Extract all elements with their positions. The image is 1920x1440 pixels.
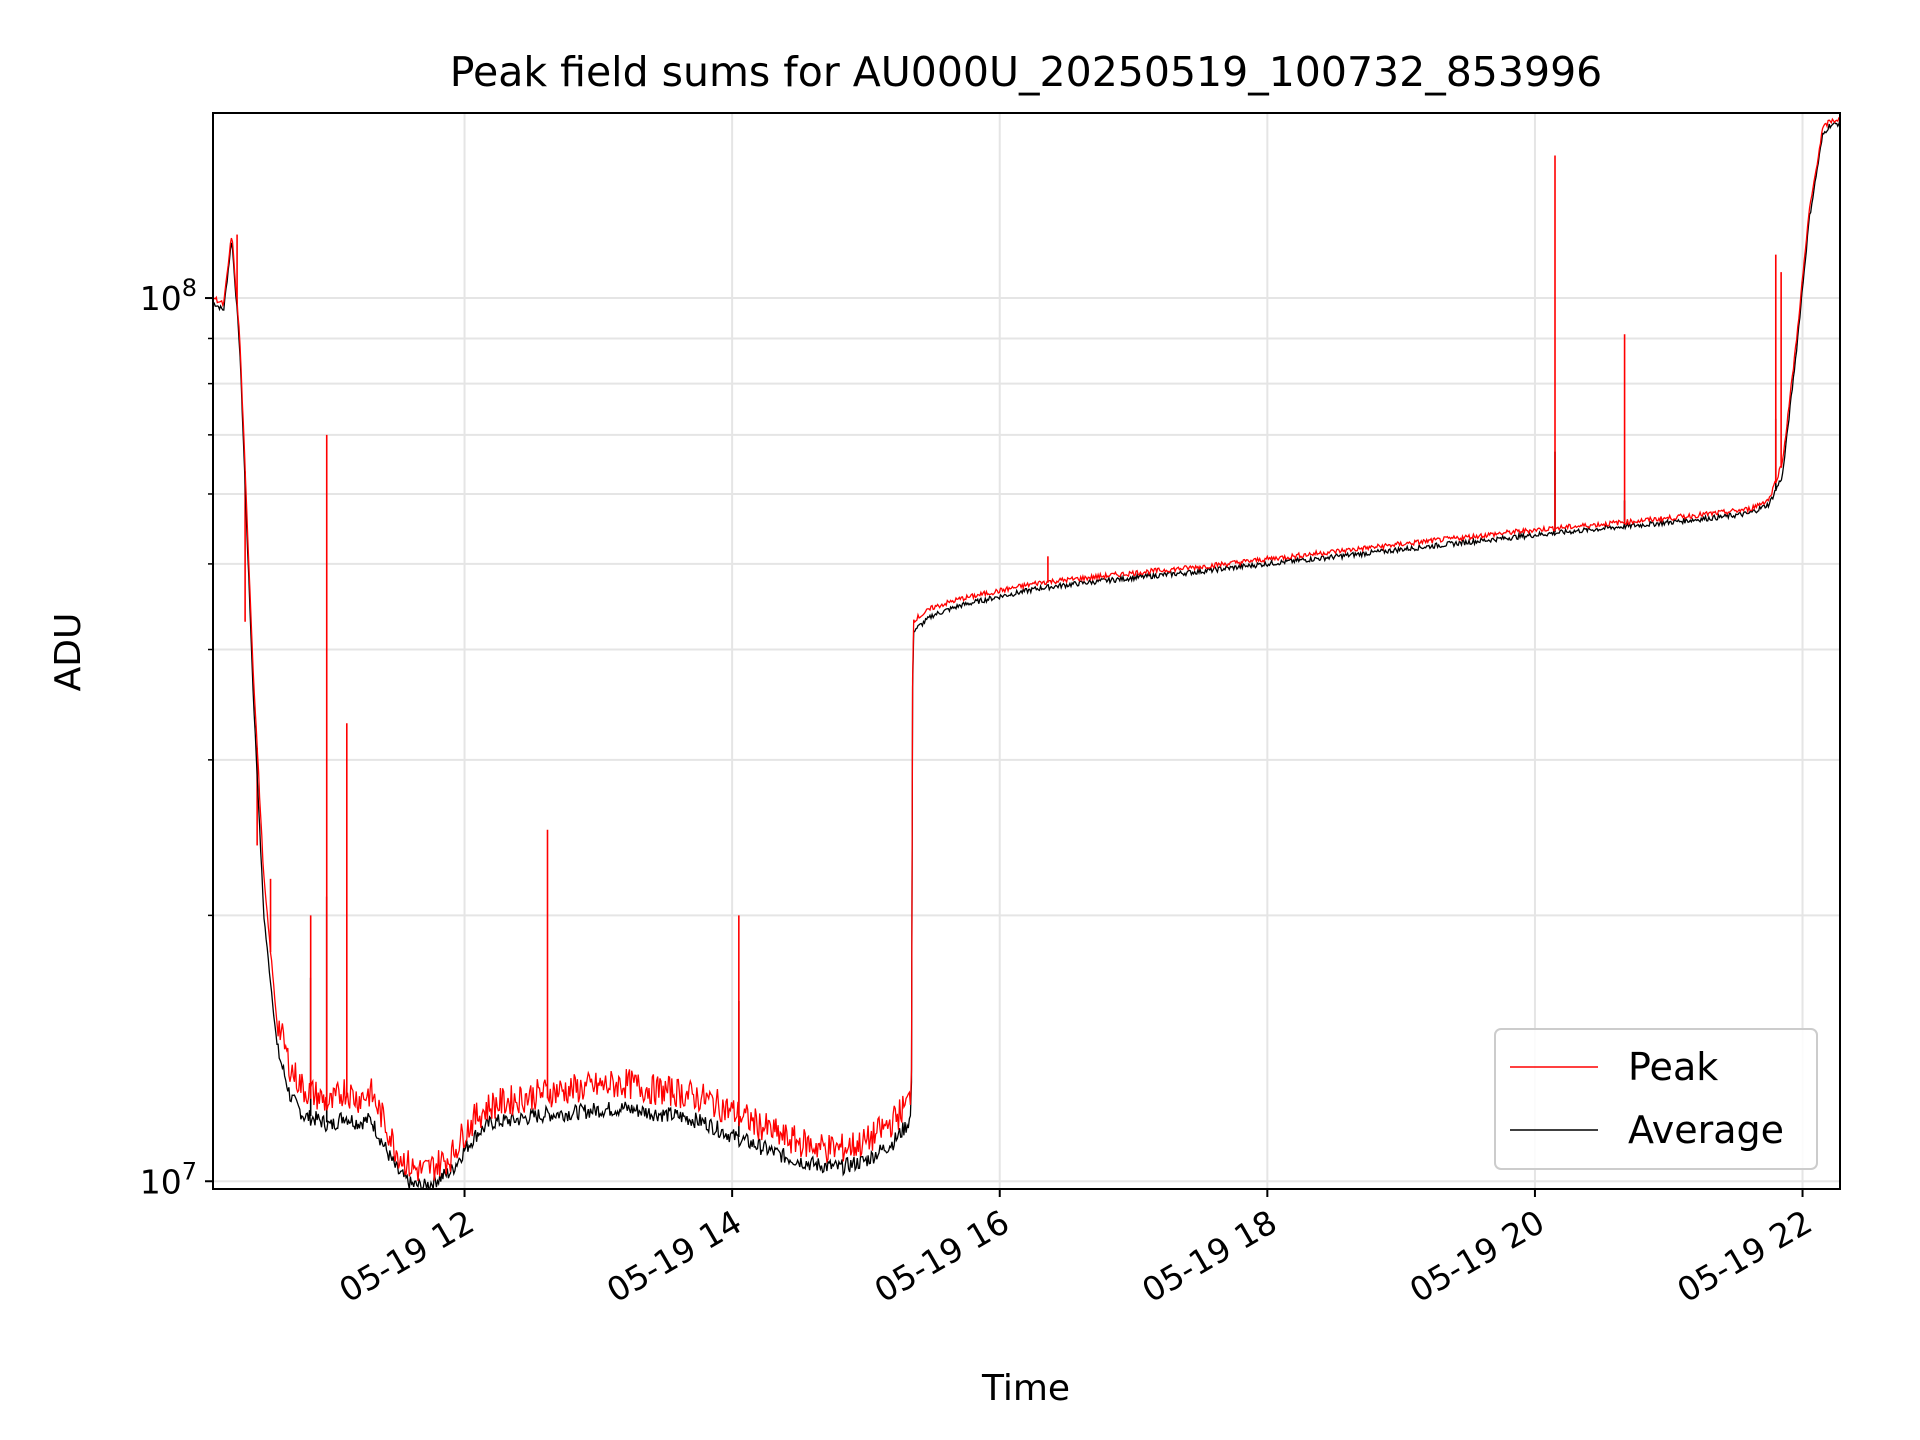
y-axis-label: ADU [48,613,89,692]
average-series-line [212,120,1841,1191]
legend: Peak Average [1494,1028,1818,1170]
series-lines [212,117,1841,1191]
legend-box [1494,1028,1818,1170]
legend-average-label: Average [1628,1108,1784,1152]
legend-peak-label: Peak [1628,1045,1718,1089]
peak-series-line [212,117,1841,1182]
grid [213,113,1840,1189]
plot-frame [212,112,1841,1190]
y-tick-label: 107 [140,1157,197,1201]
chart-title: Peak field sums for AU000U_20250519_1007… [450,48,1603,96]
y-tick-label: 108 [140,274,197,318]
x-axis-label: Time [981,1368,1070,1409]
